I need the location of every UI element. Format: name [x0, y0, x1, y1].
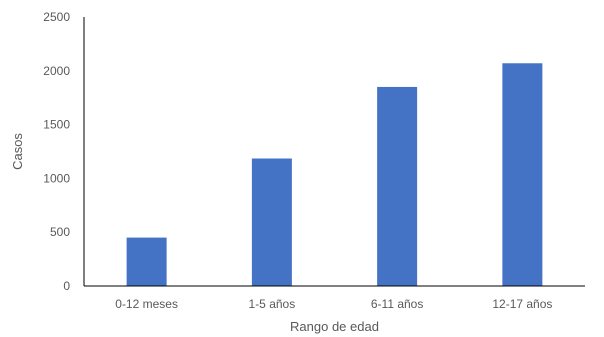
x-tick-label: 12-17 años: [492, 297, 552, 311]
y-tick-label: 1500: [43, 118, 70, 132]
y-tick-label: 500: [50, 225, 70, 239]
y-tick-labels: 0 500 1000 1500 2000 2500: [43, 10, 70, 293]
x-tick-label: 0-12 meses: [115, 297, 178, 311]
bar: [502, 63, 543, 286]
bar: [251, 158, 292, 286]
plot-area: [126, 63, 543, 286]
bar: [126, 237, 167, 286]
y-tick-label: 1000: [43, 171, 70, 185]
x-tick-labels: 0-12 meses 1-5 años 6-11 años 12-17 años: [115, 297, 552, 311]
x-tick-label: 6-11 años: [371, 297, 423, 311]
x-tick-label: 1-5 años: [249, 297, 296, 311]
y-axis-title: Casos: [10, 133, 25, 170]
x-axis-title: Rango de edad: [290, 319, 379, 334]
y-tick-label: 2500: [43, 10, 70, 24]
bar: [377, 86, 418, 286]
y-tick-label: 0: [63, 279, 70, 293]
y-tick-label: 2000: [43, 64, 70, 78]
